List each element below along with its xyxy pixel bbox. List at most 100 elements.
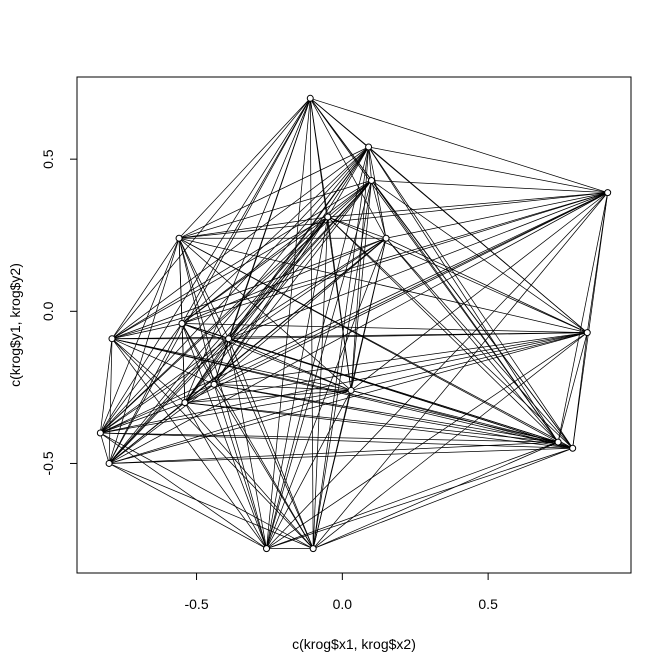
edge-line: [100, 332, 588, 434]
edge-line: [100, 216, 329, 434]
edge-line: [350, 332, 588, 391]
edge-line: [179, 192, 608, 239]
edge-line: [99, 338, 113, 434]
edge-line: [371, 180, 573, 449]
data-point: [96, 429, 104, 437]
edge-line: [184, 402, 559, 443]
edge-line: [327, 180, 372, 218]
edge-line: [184, 98, 311, 403]
edge-line: [385, 237, 588, 333]
edge-line: [99, 432, 110, 464]
edge-line: [100, 432, 267, 549]
edge-line: [108, 180, 372, 464]
edge-line: [100, 432, 314, 549]
edge-line: [181, 323, 352, 391]
edge-line: [178, 98, 311, 239]
edge-line: [108, 332, 588, 464]
edge-line: [108, 463, 314, 550]
edge-line: [350, 180, 372, 391]
edge-line: [184, 402, 573, 449]
edge-line: [368, 146, 387, 239]
edge-line: [213, 384, 267, 549]
edge-line: [228, 338, 314, 549]
x-tick-label: 0.0: [333, 596, 353, 612]
edge-line: [313, 441, 559, 550]
edge-line: [181, 323, 186, 403]
data-point: [181, 399, 189, 407]
data-point: [324, 213, 332, 221]
edge-line: [178, 237, 588, 333]
edge-line: [111, 338, 314, 549]
edge-line: [184, 384, 215, 403]
data-point: [604, 189, 612, 197]
edge-line: [111, 338, 352, 391]
edge-line: [213, 180, 372, 385]
edge-lines: [99, 97, 609, 550]
edge-line: [111, 323, 183, 340]
y-tick-label: 0.0: [40, 301, 56, 321]
edge-line: [327, 216, 387, 239]
edge-line: [100, 98, 311, 434]
data-point: [108, 335, 116, 343]
y-tick-label: 0.5: [40, 149, 56, 169]
edge-line: [213, 384, 314, 549]
x-tick-label: -0.5: [184, 596, 208, 612]
x-axis-label: c(krog$x1, krog$x2): [292, 636, 416, 652]
edge-line: [111, 216, 328, 340]
y-axis: -0.5 0.0 0.5: [40, 149, 78, 476]
data-point: [105, 459, 113, 467]
edge-line: [100, 338, 229, 434]
edge-line: [100, 383, 215, 434]
data-point: [367, 176, 375, 184]
edge-line: [309, 98, 314, 549]
edge-line: [213, 192, 608, 385]
edge-line: [181, 216, 328, 324]
edge-line: [184, 390, 352, 403]
data-point: [554, 438, 562, 446]
edge-line: [327, 216, 352, 391]
edge-line: [184, 216, 329, 403]
edge-line: [228, 338, 573, 449]
edge-line: [109, 441, 559, 464]
edge-line: [108, 338, 113, 464]
edge-line: [228, 180, 372, 339]
edge-line: [178, 237, 573, 449]
edge-line: [178, 146, 369, 239]
edge-line: [108, 338, 229, 464]
edge-line: [266, 441, 559, 550]
y-tick-label: -0.5: [40, 451, 56, 475]
data-point: [569, 444, 577, 452]
edge-line: [213, 146, 369, 385]
edge-line: [385, 192, 608, 239]
edge-line: [181, 237, 387, 324]
edge-line: [368, 146, 573, 449]
edge-line: [111, 338, 215, 385]
data-point: [263, 545, 271, 553]
edge-line: [178, 238, 229, 339]
edge-line: [213, 383, 559, 443]
edge-line: [350, 192, 608, 391]
edge-line: [181, 323, 215, 385]
edge-line: [368, 146, 608, 194]
edge-line: [100, 402, 186, 434]
edge-line: [266, 238, 387, 549]
edge-line: [111, 237, 387, 340]
edge-line: [385, 238, 559, 443]
edge-line: [213, 338, 229, 385]
edge-line: [327, 216, 573, 449]
edge-line: [312, 180, 372, 549]
edge-line: [572, 332, 588, 449]
edge-line: [266, 332, 588, 549]
edge-line: [368, 146, 588, 333]
edge-line: [572, 192, 609, 449]
edge-line: [111, 180, 372, 340]
edge-line: [181, 192, 608, 324]
edge-line: [312, 332, 588, 549]
edge-line: [111, 338, 573, 449]
edge-line: [327, 216, 588, 333]
edge-line: [266, 146, 369, 549]
edge-line: [108, 463, 267, 549]
edge-line: [368, 146, 559, 443]
edge-line: [266, 390, 352, 549]
